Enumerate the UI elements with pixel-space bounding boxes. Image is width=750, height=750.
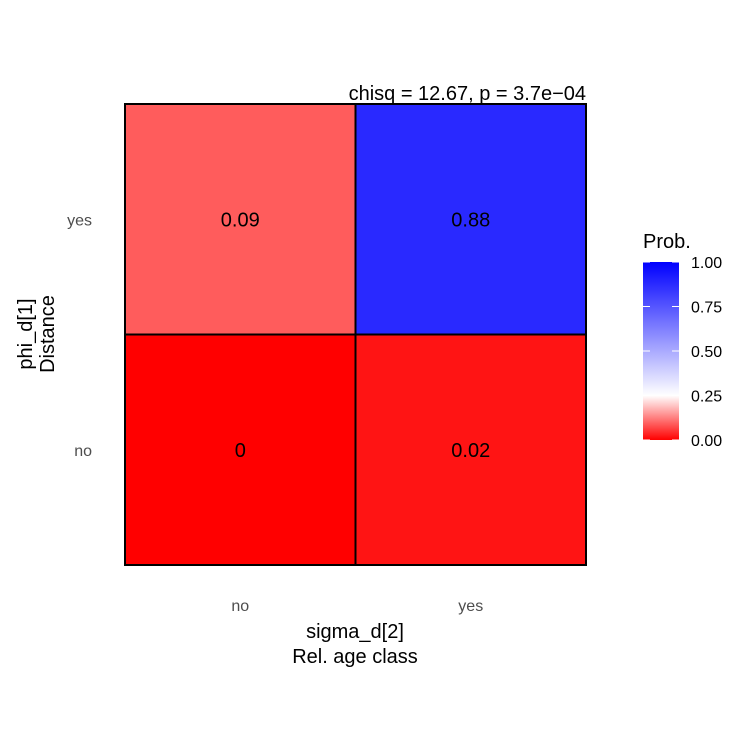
heatmap-cell <box>124 103 357 336</box>
x-axis-title-line1: sigma_d[2] <box>306 621 404 643</box>
y-axis-title-line1: phi_d[1] <box>15 298 37 369</box>
y-tick-label: no <box>74 443 92 460</box>
x-tick-label: no <box>231 598 249 615</box>
heatmap-cells: 0.09 0.88 0 0.02 <box>124 103 587 566</box>
legend-tick-label: 0.00 <box>691 433 722 450</box>
legend-title: Prob. <box>643 231 691 253</box>
x-axis-title-line2: Rel. age class <box>292 646 418 668</box>
color-legend: Prob. 0.00 0.25 0.50 0.75 1.00 <box>643 231 722 450</box>
x-axis-ticks: no yes <box>231 598 483 615</box>
y-axis-title-line2: Distance <box>37 295 59 373</box>
legend-tick-label: 0.25 <box>691 389 722 406</box>
cell-value-label: 0.88 <box>451 209 490 231</box>
cell-value-label: 0 <box>235 440 246 462</box>
cell-value-label: 0.09 <box>221 209 260 231</box>
x-tick-label: yes <box>458 598 483 615</box>
heatmap-cell <box>354 333 587 566</box>
y-tick-label: yes <box>67 212 92 229</box>
heatmap-cell <box>124 333 357 566</box>
heatmap-cell <box>354 103 587 336</box>
y-axis-ticks: no yes <box>67 212 92 460</box>
legend-tick-label: 1.00 <box>691 255 722 272</box>
chisq-annotation: chisq = 12.67, p = 3.7e−04 <box>349 83 586 105</box>
legend-tick-label: 0.75 <box>691 300 722 317</box>
legend-tick-label: 0.50 <box>691 344 722 361</box>
cell-value-label: 0.02 <box>451 440 490 462</box>
